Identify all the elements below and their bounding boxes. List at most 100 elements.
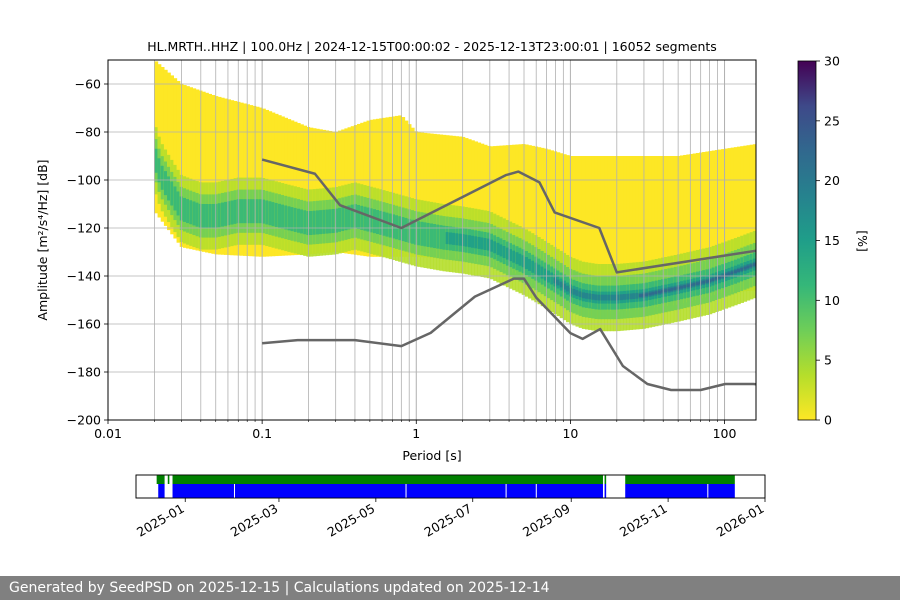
density-cell <box>471 235 475 248</box>
density-cell <box>594 156 599 308</box>
density-cell <box>417 132 421 257</box>
density-cell <box>452 232 456 245</box>
density-cell <box>651 156 656 308</box>
density-cell <box>439 134 444 259</box>
density-cell <box>686 284 691 288</box>
density-cell <box>556 152 561 293</box>
density-cell <box>182 85 187 248</box>
density-cell <box>604 156 608 310</box>
density-cell <box>585 156 589 306</box>
density-cell <box>486 238 491 251</box>
density-cell <box>502 145 507 270</box>
timeline-tick-label: 2025-11 <box>617 501 670 540</box>
density-cell <box>676 155 681 305</box>
density-cell <box>505 145 510 271</box>
density-cell <box>483 144 488 264</box>
density-cell <box>436 134 440 258</box>
density-cell <box>562 283 567 290</box>
timeline-segment-psd <box>172 484 603 498</box>
density-cell <box>186 86 190 249</box>
y-axis-label: Amplitude [m²/s⁴/Hz] [dB] <box>35 159 50 320</box>
density-cell <box>277 203 282 228</box>
density-cell <box>695 153 700 300</box>
density-cell <box>398 115 402 257</box>
y-tick-label: −120 <box>67 221 101 236</box>
x-tick-label: 0.1 <box>252 426 272 441</box>
density-cell <box>366 207 371 232</box>
density-cell <box>357 204 361 229</box>
density-cell <box>224 201 228 226</box>
density-cell <box>233 101 238 256</box>
density-cell <box>737 269 741 272</box>
density-cell <box>271 202 276 227</box>
density-cell <box>401 217 406 242</box>
density-cell <box>657 290 662 294</box>
density-cell <box>740 146 744 292</box>
density-cell <box>281 204 285 229</box>
density-cell <box>718 149 722 295</box>
colorbar-tick-label: 15 <box>824 233 840 248</box>
density-cell <box>733 270 738 274</box>
density-cell <box>309 210 314 235</box>
density-cell <box>657 156 662 307</box>
density-cell <box>433 224 437 249</box>
density-cell <box>692 153 697 301</box>
density-cell <box>648 156 653 309</box>
density-cell <box>217 96 222 255</box>
density-cell <box>372 209 377 234</box>
density-cell <box>610 156 615 311</box>
density-cell <box>714 150 719 295</box>
density-cell <box>300 209 304 234</box>
density-cell <box>429 133 434 258</box>
density-cell <box>591 156 596 308</box>
density-cell <box>746 145 751 292</box>
y-tick-label: −160 <box>67 317 101 332</box>
density-cell <box>363 206 368 231</box>
density-cell <box>569 287 573 294</box>
density-cell <box>436 224 440 249</box>
density-cell <box>233 199 238 224</box>
density-cell <box>670 156 675 306</box>
density-cell <box>290 207 295 232</box>
density-cell <box>629 156 634 311</box>
density-cell <box>442 225 447 250</box>
density-cell <box>569 156 573 303</box>
grid-lines <box>108 60 756 420</box>
timeline-tick-label: 2025-01 <box>134 501 187 540</box>
colorbar-tick-label: 20 <box>824 173 840 188</box>
density-cell <box>420 132 425 258</box>
density-cell <box>746 265 751 269</box>
availability-timeline: 2025-01 2025-03 2025-05 2025-07 2025-09 2025-… <box>134 474 767 540</box>
density-cell <box>724 273 729 277</box>
density-cell <box>173 186 178 211</box>
density-cell <box>588 156 592 307</box>
density-cell <box>255 199 260 224</box>
density-cell <box>477 142 482 263</box>
density-cell <box>689 283 694 287</box>
density-cell <box>331 209 336 234</box>
colorbar: 0 5 10 15 20 25 30 [%] <box>797 54 870 428</box>
timeline-segment-psd <box>625 484 735 498</box>
density-cell <box>227 99 231 256</box>
x-tick-label: 1 <box>412 426 420 441</box>
density-cell <box>645 156 649 309</box>
density-cell <box>581 292 586 299</box>
density-cell <box>613 156 618 312</box>
density-cell <box>265 200 269 225</box>
density-cell <box>727 272 732 276</box>
density-cell <box>445 135 450 259</box>
density-cell <box>730 271 735 275</box>
density-cell <box>543 268 548 281</box>
density-cell <box>334 208 339 233</box>
density-cell <box>341 207 345 232</box>
density-cell <box>258 199 263 224</box>
density-cell <box>537 147 542 283</box>
density-cell <box>692 282 697 286</box>
density-cell <box>509 249 513 262</box>
density-cell <box>651 291 656 295</box>
density-cell <box>417 221 421 246</box>
density-cell <box>540 266 545 279</box>
density-cell <box>680 285 684 289</box>
density-cell <box>619 156 624 312</box>
density-cell <box>176 81 181 243</box>
